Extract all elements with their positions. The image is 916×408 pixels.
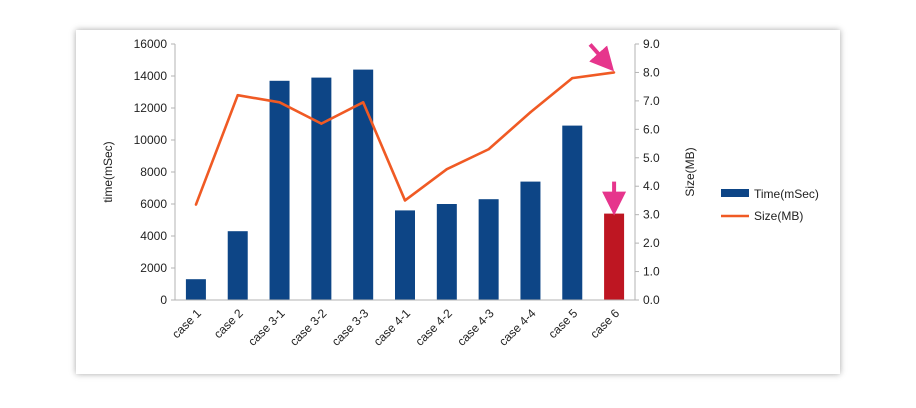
x-tick-label: case 4-4 xyxy=(496,306,539,349)
y2-tick-label: 9.0 xyxy=(643,37,660,51)
size-point xyxy=(278,101,281,104)
bar-case-6 xyxy=(604,213,625,300)
size-point xyxy=(612,71,616,74)
legend-time-label: Time(mSec) xyxy=(754,187,819,201)
y-tick-label: 4000 xyxy=(140,229,167,243)
axes xyxy=(174,44,636,301)
x-tick-label: case 5 xyxy=(545,306,580,341)
size-point xyxy=(361,101,365,104)
bar-case-4-1 xyxy=(395,210,415,300)
legend-time-swatch xyxy=(721,189,749,197)
bar-case-3-1 xyxy=(269,80,290,300)
x-tick-label: case 4-2 xyxy=(412,306,455,349)
y-tick-label: 10000 xyxy=(134,133,168,147)
size-point xyxy=(445,167,449,171)
size-point xyxy=(403,199,407,202)
combo-chart: 0 2000 4000 6000 8000 10000 12000 14000 16000 0.… xyxy=(101,37,819,349)
y-tick-label: 8000 xyxy=(140,165,167,179)
y-tick-label: 12000 xyxy=(134,101,168,115)
bar-case-4-2 xyxy=(436,204,457,300)
right-axis-ticks: 0.0 1.0 2.0 3.0 4.0 5.0 6.0 7.0 8.0 9.0 xyxy=(635,37,660,307)
bar-case-4-4 xyxy=(520,181,541,300)
y-tick-label: 16000 xyxy=(134,37,168,51)
size-line xyxy=(194,71,616,206)
size-point xyxy=(236,94,239,97)
size-point xyxy=(571,76,574,80)
x-tick-label: case 3-1 xyxy=(245,306,288,349)
y2-tick-label: 7.0 xyxy=(643,94,660,108)
y2-tick-label: 6.0 xyxy=(643,122,660,136)
bar-case-3-2 xyxy=(311,77,332,300)
bar-case-4-3 xyxy=(478,199,499,300)
left-axis-ticks: 0 2000 4000 6000 8000 10000 12000 14000 16000 xyxy=(134,37,175,307)
x-tick-label: case 4-3 xyxy=(454,306,497,349)
x-tick-label: case 2 xyxy=(211,306,246,341)
y2-axis-title: Size(MB) xyxy=(683,147,697,196)
bar-case-5 xyxy=(562,125,583,300)
size-point xyxy=(529,111,532,114)
arrow-icon xyxy=(588,43,615,72)
size-point xyxy=(320,122,323,125)
time-bars xyxy=(185,69,625,300)
y2-tick-label: 3.0 xyxy=(643,208,660,222)
size-point xyxy=(487,148,490,151)
y2-tick-label: 4.0 xyxy=(643,179,660,193)
bar-case-1 xyxy=(185,279,206,300)
chart-card: 0 2000 4000 6000 8000 10000 12000 14000 16000 0.… xyxy=(76,30,840,374)
y2-tick-label: 2.0 xyxy=(643,236,660,250)
annotations xyxy=(588,43,627,216)
x-tick-label: case 4-1 xyxy=(371,306,414,349)
y-axis-title: time(mSec) xyxy=(101,141,115,202)
y2-tick-label: 1.0 xyxy=(643,265,660,279)
bar-case-3-3 xyxy=(353,69,374,300)
y-tick-label: 14000 xyxy=(134,69,168,83)
legend: Time(mSec) Size(MB) xyxy=(721,187,819,223)
x-tick-label: case 1 xyxy=(169,306,204,341)
bar-case-2 xyxy=(227,231,248,300)
x-tick-label: case 3-2 xyxy=(287,306,330,349)
y-tick-label: 6000 xyxy=(140,197,167,211)
x-tick-label: case 6 xyxy=(587,306,622,341)
x-tick-label: case 3-3 xyxy=(329,306,372,349)
category-labels: case 1 case 2 case 3-1 case 3-2 case 3-3 case… xyxy=(169,306,622,349)
size-polyline xyxy=(194,71,615,206)
y-tick-label: 0 xyxy=(160,293,167,307)
y2-tick-label: 8.0 xyxy=(643,65,660,79)
size-point xyxy=(194,203,198,206)
y2-tick-label: 0.0 xyxy=(643,293,660,307)
y-tick-label: 2000 xyxy=(140,261,167,275)
legend-size-label: Size(MB) xyxy=(754,209,803,223)
y2-tick-label: 5.0 xyxy=(643,151,660,165)
